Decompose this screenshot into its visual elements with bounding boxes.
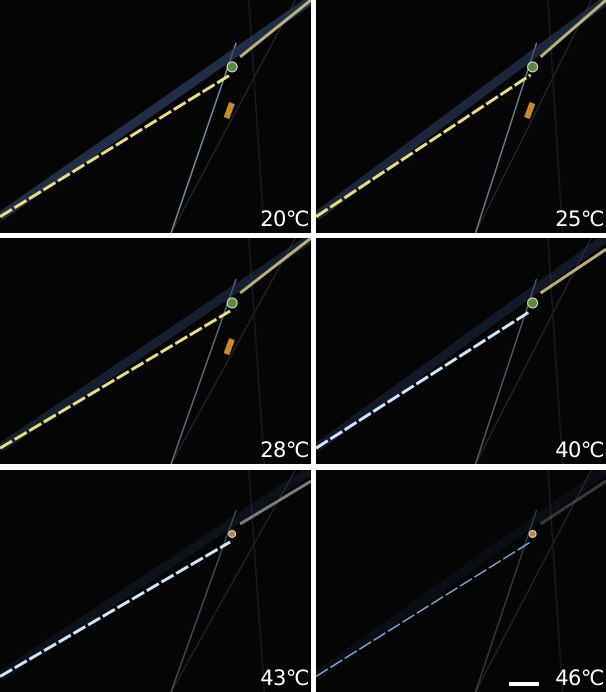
micrograph-panel: 20℃ — [0, 0, 311, 233]
temperature-label: 40℃ — [555, 438, 604, 462]
fiber-halo — [316, 470, 606, 676]
temperature-label: 43℃ — [260, 666, 309, 690]
micrograph-panel: 46℃ — [316, 470, 606, 692]
temperature-label: 20℃ — [260, 207, 309, 231]
main-fiber — [0, 542, 230, 677]
junction — [529, 530, 536, 537]
micrograph — [0, 238, 311, 464]
micrograph — [316, 0, 606, 233]
fiber-halo — [316, 238, 606, 448]
faint-fiber — [171, 238, 295, 464]
micrograph — [0, 470, 311, 692]
micrograph — [0, 0, 311, 233]
main-fiber — [0, 311, 230, 448]
scale-bar — [509, 682, 539, 686]
temperature-label: 28℃ — [260, 438, 309, 462]
micrograph — [316, 470, 606, 692]
micrograph-panel: 40℃ — [316, 238, 606, 464]
junction — [229, 530, 236, 537]
main-fiber — [316, 542, 531, 677]
main-fiber — [316, 311, 531, 448]
fiber-halo — [0, 0, 311, 217]
micrograph-panel: 25℃ — [316, 0, 606, 233]
temperature-label: 25℃ — [555, 207, 604, 231]
figure-grid: 20℃ 25℃ 28℃ 40℃ 43℃ 46℃ — [0, 0, 606, 692]
temperature-label: 46℃ — [555, 666, 604, 690]
main-fiber — [316, 75, 531, 217]
fiber-halo — [0, 470, 311, 676]
micrograph-panel: 43℃ — [0, 470, 311, 692]
faint-fiber — [476, 0, 592, 233]
fiber-halo — [0, 238, 311, 448]
junction — [528, 62, 538, 72]
fiber-halo — [316, 0, 606, 217]
faint-fiber — [171, 0, 295, 233]
micrograph-panel: 28℃ — [0, 238, 311, 464]
junction — [227, 62, 237, 72]
main-fiber — [0, 75, 230, 217]
micrograph — [316, 238, 606, 464]
junction — [528, 298, 538, 308]
junction — [227, 298, 237, 308]
